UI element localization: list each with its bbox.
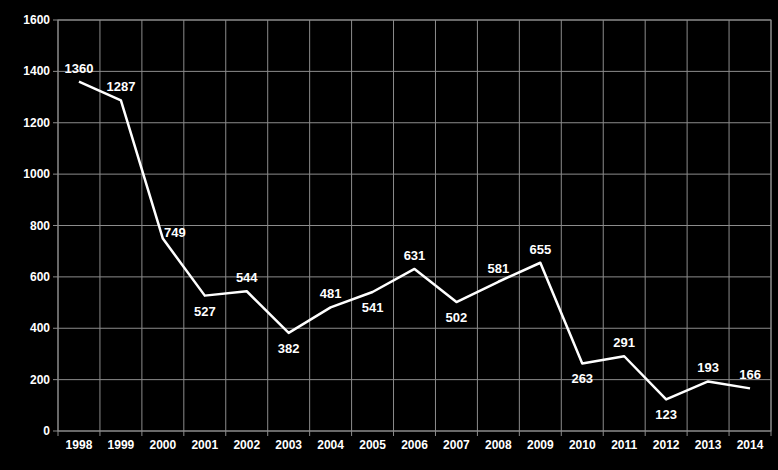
x-tick-label: 2010 [569, 438, 596, 452]
y-grid-line [58, 71, 771, 72]
x-tick-label: 2000 [150, 438, 177, 452]
y-tick [53, 20, 58, 21]
x-grid-line [645, 20, 646, 436]
y-tick-label: 1600 [23, 13, 50, 27]
y-tick-label: 800 [30, 219, 50, 233]
data-label: 263 [571, 371, 593, 386]
y-tick [53, 328, 58, 329]
data-label: 581 [488, 261, 510, 276]
data-label: 502 [446, 310, 468, 325]
data-label: 291 [613, 335, 635, 350]
y-grid-line [58, 328, 771, 329]
x-tick-label: 2012 [653, 438, 680, 452]
data-label: 631 [404, 248, 426, 263]
x-tick-label: 2014 [737, 438, 764, 452]
x-grid-line [141, 20, 142, 436]
data-label: 382 [278, 341, 300, 356]
y-tick [53, 379, 58, 380]
x-grid-line [603, 20, 604, 436]
x-grid-line [561, 20, 562, 436]
y-tick [53, 122, 58, 123]
y-tick-label: 400 [30, 321, 50, 335]
x-grid-line [351, 20, 352, 436]
x-grid-line [267, 20, 268, 436]
y-grid-line [58, 174, 771, 175]
x-tick-label: 2001 [191, 438, 218, 452]
x-tick-label: 2002 [233, 438, 260, 452]
data-label: 655 [529, 242, 551, 257]
x-tick-label: 1998 [66, 438, 93, 452]
x-tick-label: 2003 [275, 438, 302, 452]
grid [58, 20, 771, 436]
x-tick-label: 2011 [611, 438, 637, 452]
series [79, 82, 750, 400]
data-label: 1287 [106, 79, 135, 94]
x-tick-label: 2006 [401, 438, 428, 452]
data-label: 541 [362, 300, 384, 315]
y-tick [53, 431, 58, 432]
y-tick-label: 1400 [23, 64, 50, 78]
y-grid-line [58, 379, 771, 380]
x-tick-label: 2004 [317, 438, 344, 452]
x-tick-label: 2005 [359, 438, 386, 452]
x-grid-line [729, 20, 730, 436]
data-label: 193 [697, 360, 719, 375]
x-grid-line [435, 20, 436, 436]
y-tick-label: 0 [43, 424, 50, 438]
y-tick [53, 174, 58, 175]
x-grid-line [225, 20, 226, 436]
plot-frame [58, 20, 771, 431]
data-label: 123 [655, 407, 677, 422]
y-tick-label: 1200 [23, 116, 50, 130]
y-tick-label: 600 [30, 270, 50, 284]
background [0, 0, 778, 470]
x-tick-label: 2009 [527, 438, 554, 452]
x-tick-label: 2013 [695, 438, 722, 452]
data-label: 749 [164, 225, 186, 240]
y-grid-line [58, 276, 771, 277]
data-label: 1360 [65, 61, 94, 76]
x-tick-label: 1999 [108, 438, 135, 452]
data-label: 527 [194, 304, 216, 319]
x-grid-line [393, 20, 394, 436]
x-grid-line [687, 20, 688, 436]
y-tick-label: 1000 [23, 167, 50, 181]
x-grid-line [477, 20, 478, 436]
x-grid-line [519, 20, 520, 436]
x-tick-label: 2007 [443, 438, 470, 452]
y-tick [53, 71, 58, 72]
x-tick-label: 2008 [485, 438, 512, 452]
data-label: 481 [320, 286, 342, 301]
y-tick-label: 200 [30, 373, 50, 387]
x-grid-line [99, 20, 100, 436]
line [79, 82, 750, 400]
x-grid-line [309, 20, 310, 436]
data-label: 544 [236, 270, 258, 285]
y-grid-line [58, 122, 771, 123]
data-label: 166 [739, 367, 761, 382]
y-tick [53, 225, 58, 226]
chart: 0 200 400 600 800 1000 1200 1400 1600 1998 1999 200… [0, 0, 778, 470]
y-tick [53, 276, 58, 277]
